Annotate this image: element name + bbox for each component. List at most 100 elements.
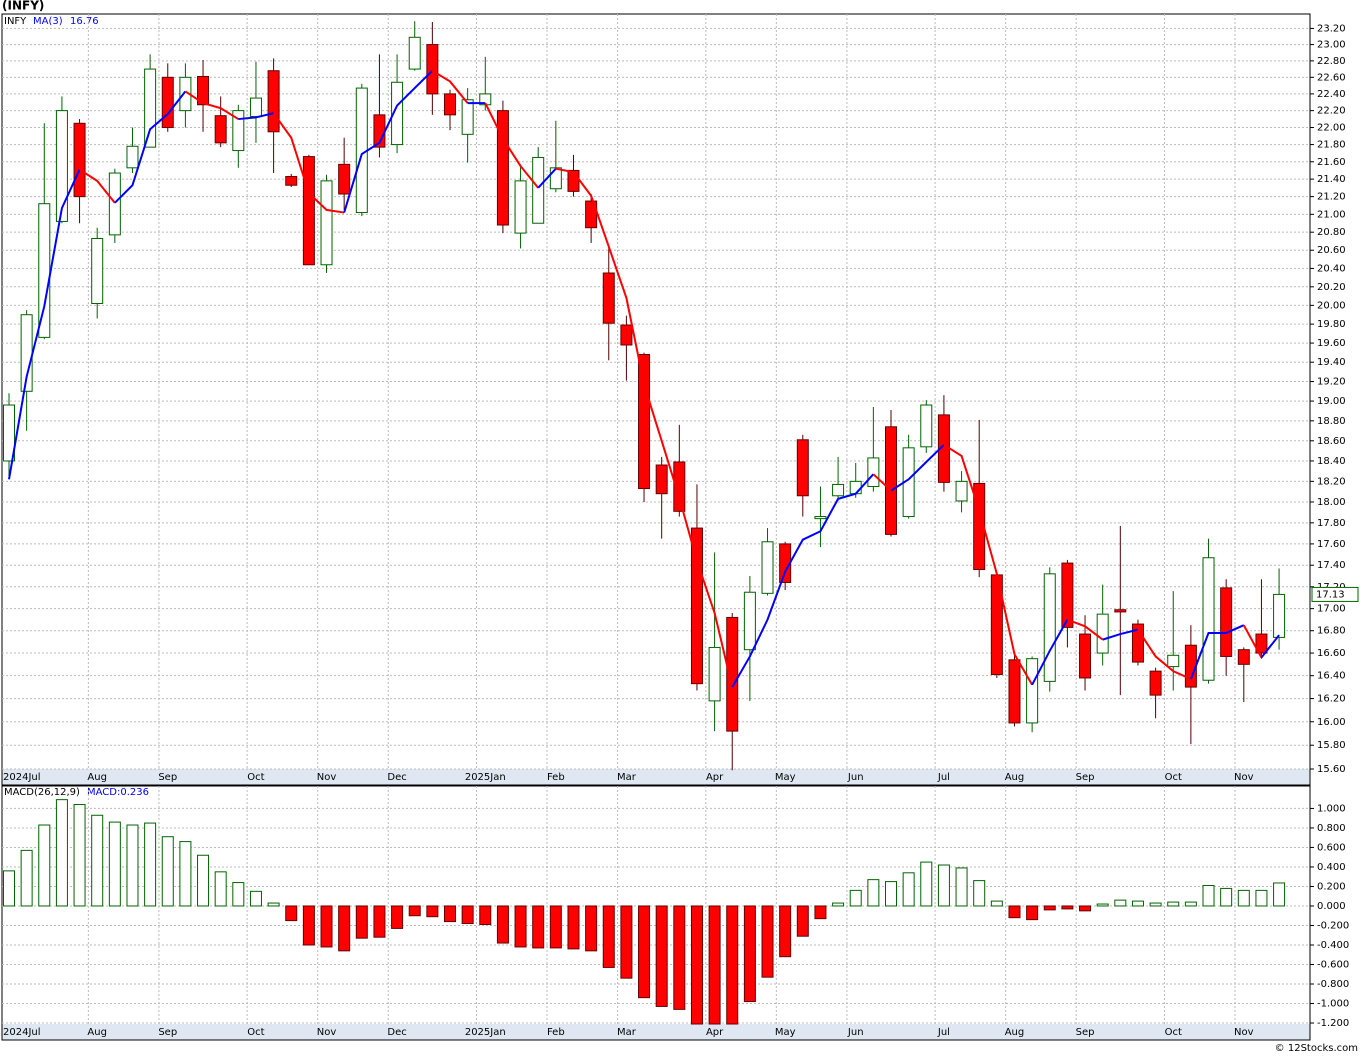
x-tick-label: Nov	[1234, 1027, 1254, 1038]
candle-body	[690, 527, 703, 685]
candle-body	[655, 464, 668, 495]
y-tick-label: 19.00	[1317, 396, 1346, 407]
macd-bar	[3, 870, 15, 907]
x-tick-label: Oct	[1165, 772, 1182, 783]
x-tick-label: May	[775, 1027, 796, 1038]
macd-bar	[761, 905, 774, 978]
candle-body	[1202, 557, 1215, 681]
y-tick-label: 20.60	[1317, 245, 1346, 256]
ma-line	[1031, 619, 1069, 686]
candle-body	[743, 591, 756, 651]
candle-body	[126, 145, 139, 169]
macd-bar	[567, 905, 580, 950]
candle-body	[285, 176, 298, 186]
macd-bar	[161, 836, 174, 907]
candle-body	[496, 110, 509, 226]
candle-body	[814, 516, 827, 520]
y-tick-label: 16.00	[1317, 717, 1346, 728]
candle-body	[1079, 633, 1092, 679]
macd-bar	[55, 799, 68, 907]
x-tick-label: Nov	[1234, 772, 1254, 783]
y-tick-label: 21.80	[1317, 140, 1346, 151]
y-tick-label: 21.20	[1317, 192, 1346, 203]
y-tick-label: 18.20	[1317, 476, 1346, 487]
macd-bar	[1149, 902, 1162, 907]
macd-bar	[673, 905, 686, 1010]
y-tick-label: 0.400	[1317, 862, 1346, 873]
macd-bar	[885, 881, 897, 907]
candle-body	[620, 324, 633, 346]
x-tick-label: Jun	[847, 772, 864, 783]
candle-body	[761, 541, 774, 594]
macd-bar	[1061, 905, 1074, 910]
candle-body	[249, 97, 262, 118]
candle-body	[55, 110, 68, 222]
y-tick-label: 22.80	[1317, 56, 1346, 67]
candle-body	[796, 439, 809, 497]
macd-bar	[585, 905, 598, 952]
x-tick-label: Apr	[706, 1027, 724, 1038]
y-tick-label: -0.200	[1317, 920, 1349, 931]
x-tick-label: Mar	[617, 1027, 637, 1038]
candle-body	[338, 163, 351, 195]
y-tick-label: 18.60	[1317, 436, 1346, 447]
candle-body	[355, 87, 368, 214]
candle-body	[197, 75, 210, 106]
y-tick-label: 20.80	[1317, 227, 1346, 238]
y-tick-label: 15.60	[1317, 764, 1346, 775]
macd-bar	[514, 905, 527, 948]
macd-bar	[249, 890, 262, 907]
y-tick-label: 19.40	[1317, 357, 1346, 368]
y-tick-label: 15.80	[1317, 740, 1346, 751]
ma-line	[184, 90, 239, 120]
macd-bar	[796, 905, 809, 937]
y-tick-label: 22.00	[1317, 123, 1346, 134]
x-tick-label: 2025Jan	[465, 1027, 506, 1038]
candle-body	[1061, 562, 1074, 628]
macd-bar	[990, 900, 1003, 907]
y-tick-label: -0.600	[1317, 960, 1349, 971]
y-tick-label: 18.00	[1317, 497, 1346, 508]
macd-bar	[1026, 905, 1039, 921]
macd-bar	[285, 905, 298, 922]
legend-macd-value: MACD:0.236	[87, 787, 149, 798]
candle-body	[302, 156, 315, 266]
x-tick-label: Dec	[387, 1027, 406, 1038]
x-tick-label: 2025Jan	[465, 772, 506, 783]
candle-body	[1220, 587, 1233, 657]
macd-bar	[197, 854, 210, 907]
y-tick-label: 17.00	[1317, 604, 1346, 615]
macd-bar	[1131, 900, 1144, 907]
y-tick-label: 21.60	[1317, 157, 1346, 168]
y-tick-label: 17.80	[1317, 518, 1346, 529]
candle-body	[885, 426, 897, 535]
macd-bar	[549, 905, 562, 949]
y-tick-label: 20.00	[1317, 300, 1346, 311]
candle-body	[232, 110, 245, 152]
y-tick-label: 0.200	[1317, 881, 1346, 892]
candle-body	[1114, 609, 1127, 613]
candle-body	[514, 180, 527, 234]
ma-line	[238, 112, 274, 121]
y-tick-label: 16.60	[1317, 648, 1346, 659]
macd-bar	[920, 861, 933, 907]
y-tick-label: 23.20	[1317, 23, 1346, 34]
macd-bar	[1114, 899, 1127, 907]
macd-bar	[214, 871, 227, 907]
candle-body	[532, 156, 545, 224]
macd-bar	[1008, 905, 1021, 919]
candle-body	[38, 203, 51, 338]
candle-body	[73, 122, 86, 198]
candle-body	[1237, 649, 1250, 665]
x-tick-label: May	[775, 772, 796, 783]
candle-body	[3, 404, 15, 462]
candle-body	[1043, 573, 1056, 682]
x-tick-label: Oct	[1165, 1027, 1182, 1038]
y-tick-label: 0.800	[1317, 823, 1346, 834]
macd-bar	[849, 889, 862, 907]
macd-bar	[444, 905, 456, 923]
macd-bar	[1255, 889, 1268, 907]
macd-bar	[690, 905, 703, 1025]
x-tick-label: Sep	[158, 1027, 177, 1038]
